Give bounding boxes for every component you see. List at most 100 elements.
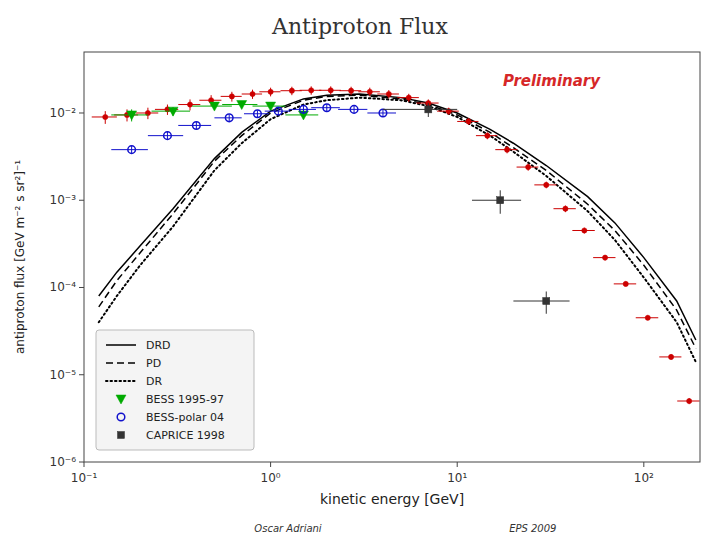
chart-container: Antiproton Flux 10⁻¹ 10⁰ 10¹ 10² 10⁻⁶ 10⁻⁵ 10⁻⁴… (0, 0, 720, 540)
y-error-bar (382, 109, 383, 117)
annotation: Preliminary (503, 72, 601, 90)
point (645, 315, 650, 320)
point (504, 147, 509, 152)
x-error-bar (265, 111, 290, 112)
point (543, 298, 550, 305)
legend-swatch (106, 344, 136, 346)
point (225, 114, 233, 122)
point (687, 398, 692, 403)
title: Antiproton Flux (271, 14, 448, 39)
y-tick-label: 10⁻³ (50, 193, 77, 207)
series (99, 95, 696, 348)
legend-label: BESS 1995-97 (146, 393, 224, 406)
point (466, 119, 471, 124)
series (111, 104, 396, 154)
y-tick (79, 462, 84, 463)
point (275, 107, 283, 115)
y-error-bar (326, 104, 327, 111)
legend-swatch (106, 362, 136, 364)
point (563, 206, 568, 211)
y-error-bar (303, 106, 304, 113)
point (386, 91, 391, 96)
y-error-bar (131, 146, 132, 154)
point (425, 106, 432, 113)
point (323, 104, 331, 112)
series (99, 98, 696, 362)
point (193, 122, 201, 130)
x-axis-label: kinetic energy [GeV] (320, 491, 464, 507)
legend-label: PD (146, 357, 161, 370)
y-tick (79, 112, 84, 113)
legend-label: DR (146, 375, 162, 388)
point (350, 106, 358, 114)
y-tick-label: 10⁻⁵ (50, 368, 77, 382)
plot-frame (84, 52, 700, 462)
x-tick (84, 462, 85, 467)
y-error-bar (278, 108, 279, 115)
point (250, 91, 255, 96)
point (128, 146, 136, 154)
x-error-bar (367, 112, 396, 113)
x-tick-label: 10⁰ (261, 471, 281, 485)
point (406, 95, 411, 100)
x-tick (270, 462, 271, 467)
point (623, 281, 628, 286)
line (99, 95, 696, 348)
point (289, 88, 294, 93)
legend-label: CAPRICE 1998 (146, 429, 225, 442)
point (209, 102, 219, 111)
x-error-bar (289, 109, 316, 110)
x-tick-label: 10² (634, 471, 654, 485)
x-error-bar (214, 117, 241, 118)
y-tick (79, 287, 84, 288)
point (237, 101, 247, 110)
point (485, 133, 490, 138)
series (111, 101, 318, 122)
legend: DRDPDDRBESS 1995-97BESS-polar 04CAPRICE … (96, 330, 254, 450)
x-error-bar (338, 109, 367, 110)
point (328, 88, 333, 93)
legend-label: DRD (146, 339, 171, 352)
x-error-bar (383, 109, 457, 110)
plot-background (84, 52, 700, 462)
point (367, 89, 372, 94)
y-tick-label: 10⁻² (50, 106, 77, 120)
point (497, 197, 504, 204)
point (602, 255, 607, 260)
point (164, 132, 172, 140)
x-error-bar (111, 149, 148, 150)
y-axis-label: antiproton flux [GeV m⁻² s sr²]⁻¹ (13, 160, 27, 354)
y-error-bar (196, 122, 197, 129)
line (99, 98, 696, 362)
point (168, 107, 178, 116)
y-tick-label: 10⁻⁴ (50, 280, 77, 294)
axes: 10⁻¹ 10⁰ 10¹ 10² 10⁻⁶ 10⁻⁵ 10⁻⁴ 10⁻³ 10⁻² (50, 106, 654, 485)
series (99, 94, 696, 340)
y-tick (79, 374, 84, 375)
legend-box (96, 330, 254, 450)
legend-swatch (118, 432, 125, 439)
y-tick-label: 10⁻⁶ (50, 455, 77, 469)
y-error-bar (229, 115, 230, 122)
x-error-bar (513, 301, 569, 302)
point (268, 89, 273, 94)
point (254, 110, 262, 118)
x-tick-label: 10⁻¹ (71, 471, 98, 485)
x-error-bar (148, 135, 183, 136)
x-tick (457, 462, 458, 467)
point (127, 111, 137, 120)
footer: Oscar Adriani (254, 523, 322, 534)
point (309, 88, 314, 93)
legend-swatch (106, 380, 136, 382)
point (544, 182, 549, 187)
point (300, 106, 308, 114)
x-error-bar (244, 113, 269, 114)
footer: EPS 2009 (509, 523, 556, 534)
point (187, 102, 192, 107)
x-tick-label: 10¹ (447, 471, 467, 485)
point (668, 354, 673, 359)
x-error-bar (178, 125, 211, 126)
y-error-bar (257, 110, 258, 117)
x-error-bar (311, 107, 340, 108)
legend-swatch (117, 413, 125, 421)
